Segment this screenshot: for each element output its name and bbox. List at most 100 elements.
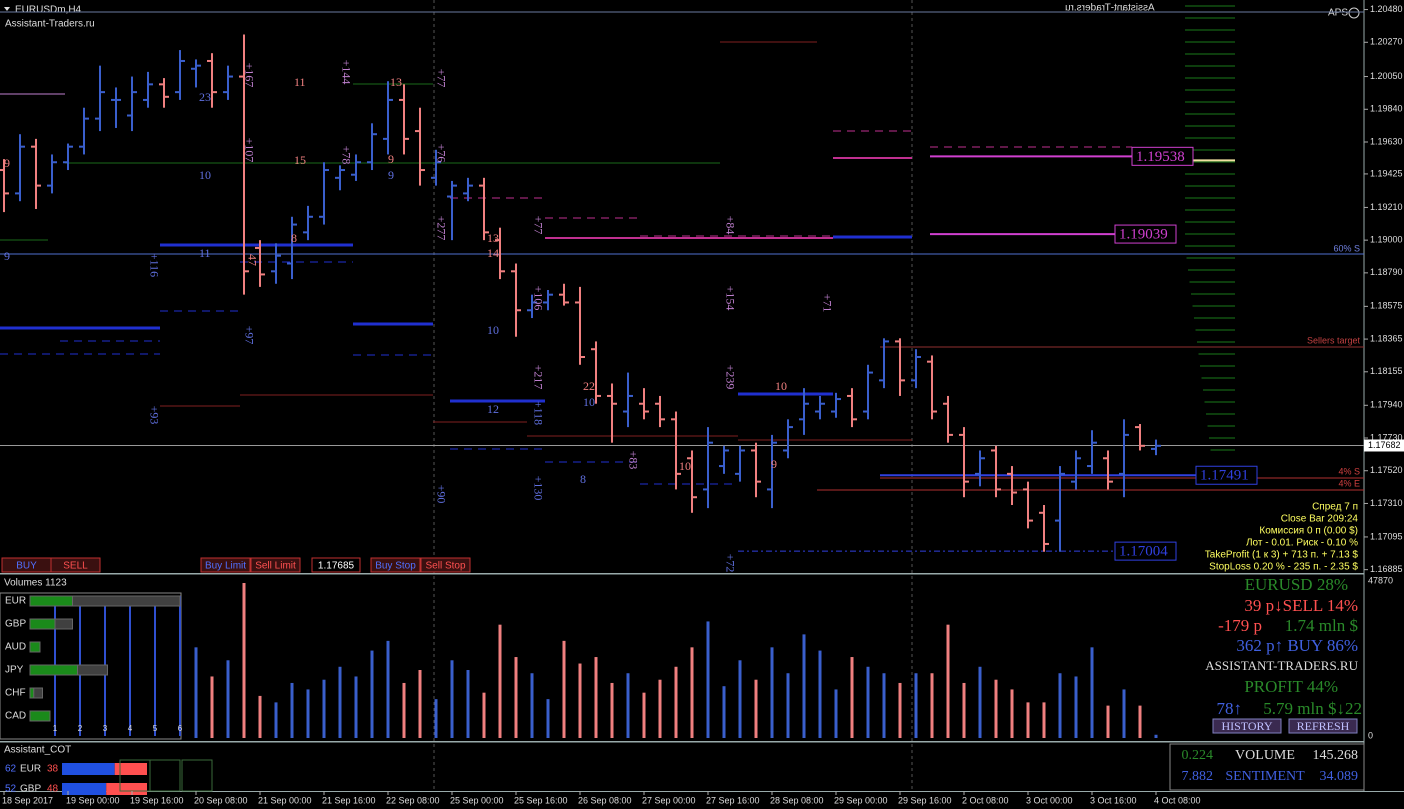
trade-button-label[interactable]: Sell Stop	[425, 561, 465, 572]
annotation: +93	[147, 406, 161, 425]
volume-bar	[578, 663, 582, 738]
volume-bar	[914, 673, 918, 738]
volume-bar	[658, 679, 662, 738]
annotation: 23	[199, 90, 211, 104]
annotation: +71	[820, 294, 834, 313]
volume-bar	[786, 673, 790, 738]
price-box	[1195, 465, 1258, 485]
volume-bar	[962, 682, 966, 738]
volume-bar	[610, 682, 614, 738]
trade-button[interactable]	[250, 557, 301, 573]
level-label: 60% S	[1333, 243, 1360, 253]
trade-button[interactable]	[420, 557, 471, 573]
sentiment-sell-volume: 1.74 mln $	[1285, 616, 1358, 635]
annotation: 9	[388, 152, 394, 166]
volume-tick-label: 0	[1368, 730, 1373, 740]
volume-bar	[258, 695, 262, 738]
strength-bar	[29, 641, 41, 653]
refresh-button[interactable]	[1288, 718, 1358, 734]
trade-button[interactable]	[200, 557, 251, 573]
trade-button[interactable]	[50, 557, 101, 573]
strength-bar	[29, 710, 51, 722]
sentiment-profit: PROFIT 44%	[1244, 677, 1338, 696]
volume-bar	[1106, 705, 1110, 738]
aps[interactable]: APS	[1328, 8, 1348, 19]
info-line: Лот - 0.01. Риск - 0.10 %	[1246, 538, 1358, 549]
x-tick-label: 27 Sep 16:00	[706, 795, 760, 805]
info-line: TakeProfit (1 к 3) + 713 п. + 7.13 $	[1205, 550, 1359, 561]
cot-frame	[149, 759, 181, 792]
annotation: 10	[583, 395, 595, 409]
annotation: +154	[723, 286, 737, 311]
volume-bar	[754, 679, 758, 738]
sentiment-volume: 5.79 mln $↓22	[1263, 699, 1362, 718]
volume-bar	[1010, 689, 1014, 738]
annotation: +144	[339, 60, 353, 85]
panel-border	[0, 741, 1364, 743]
cot-short: 38	[47, 764, 59, 775]
history-label[interactable]: HISTORY	[1221, 719, 1272, 733]
trade-button-label[interactable]: Sell Limit	[255, 561, 296, 572]
y-tick-label: 1.16885	[1370, 564, 1403, 574]
volume-bar	[370, 650, 374, 738]
volume-bar	[706, 621, 710, 738]
history-button[interactable]	[1212, 718, 1282, 734]
volume-bar	[466, 670, 470, 738]
strength-tick-label: 6	[178, 724, 183, 733]
trade-button-label[interactable]: 1.17685	[318, 561, 355, 572]
currency-label: AUD	[5, 642, 26, 653]
volume-bar	[802, 634, 806, 738]
volume-bar	[722, 686, 726, 738]
cot-volume-right: 145.268	[1313, 748, 1359, 763]
trade-button-label[interactable]: Buy Stop	[375, 561, 416, 572]
x-tick-label: 21 Sep 00:00	[258, 795, 312, 805]
annotation: 47	[245, 254, 259, 266]
x-tick-label: 4 Oct 08:00	[1154, 795, 1201, 805]
volume-bar	[1058, 673, 1062, 738]
x-tick-label: 3 Oct 16:00	[1090, 795, 1137, 805]
y-tick-label: 1.20270	[1370, 37, 1403, 47]
volume-bar	[210, 676, 214, 738]
x-tick-label: 28 Sep 08:00	[770, 795, 824, 805]
annotation: 13	[487, 231, 499, 245]
annotation: 9	[4, 249, 10, 263]
menu-arrow[interactable]	[4, 7, 10, 11]
x-tick-label: 19 Sep 16:00	[130, 795, 184, 805]
annotation: +217	[531, 365, 545, 390]
volume-bar	[1154, 734, 1158, 738]
annotation: 14	[487, 246, 499, 260]
strength-tick-label: 1	[53, 724, 58, 733]
trade-button[interactable]	[370, 557, 421, 573]
volume-bar	[978, 666, 982, 738]
level-label: 4% S	[1338, 466, 1360, 476]
annotation: +97	[242, 326, 256, 345]
volume-bar	[450, 660, 454, 738]
annotation: 9	[4, 156, 10, 170]
x-tick-label: 20 Sep 08:00	[194, 795, 248, 805]
annotation: +78	[339, 146, 353, 165]
volume-bar	[546, 699, 550, 738]
trade-button-label[interactable]: Buy Limit	[205, 561, 246, 572]
price-box-label: 1.19538	[1136, 149, 1185, 165]
currency-label: CHF	[5, 688, 26, 699]
current-price-label: 1.17682	[1368, 440, 1401, 450]
trade-button-label[interactable]: BUY	[16, 561, 37, 572]
volume-bar	[226, 660, 230, 738]
price-input[interactable]	[311, 557, 361, 573]
trade-button-label[interactable]: SELL	[63, 561, 88, 572]
annotation: 12	[487, 402, 499, 416]
x-tick-label: 22 Sep 08:00	[386, 795, 440, 805]
annotation: +167	[242, 63, 256, 88]
refresh-label[interactable]: REFRESH	[1297, 719, 1350, 733]
x-tick-label: 3 Oct 00:00	[1026, 795, 1073, 805]
x-tick-label: 25 Sep 00:00	[450, 795, 504, 805]
volume-bar	[482, 692, 486, 738]
volume-bar	[306, 689, 310, 738]
annotation: 9	[388, 168, 394, 182]
cot-volume-left: 0.224	[1182, 748, 1214, 763]
aps-icon[interactable]	[1348, 7, 1360, 19]
volume-bar	[850, 657, 854, 738]
volume-bar	[866, 666, 870, 738]
